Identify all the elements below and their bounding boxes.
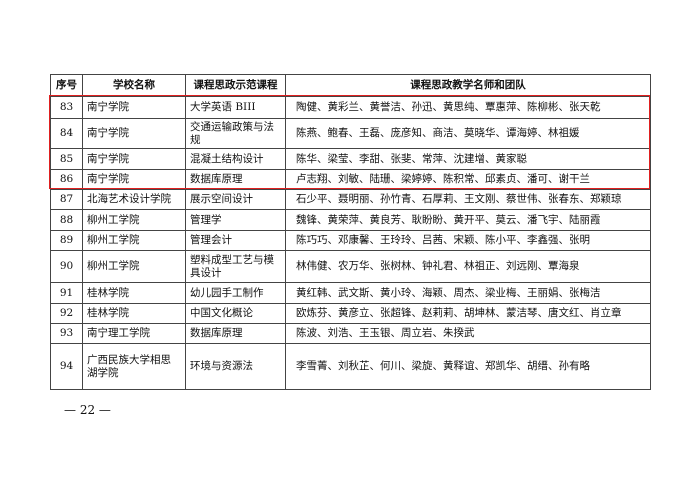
team-members: 陈波、刘浩、王玉银、周立岩、朱揆武 <box>285 323 651 344</box>
row-number: 86 <box>50 169 83 190</box>
team-members: 林伟健、农万华、张树林、钟礼君、林祖正、刘远刚、覃海泉 <box>285 250 651 283</box>
row-number: 92 <box>50 303 83 324</box>
table-row: 94 广西民族大学相思湖学院 环境与资源法 李雪菁、刘秋芷、何川、梁旋、黄释谊、郑凯华… <box>50 343 651 390</box>
row-number: 87 <box>50 189 83 210</box>
school-name: 柳州工学院 <box>82 250 186 283</box>
header-cell: 学校名称 <box>82 74 186 97</box>
row-number: 88 <box>50 209 83 231</box>
table-row: 85 南宁学院 混凝土结构设计 陈华、梁莹、李甜、张斐、常萍、沈建增、黄家聪 <box>50 148 651 170</box>
table-row: 83 南宁学院 大学英语 BIII 陶健、黄彩兰、黄誉洁、孙迅、黄思纯、覃惠萍、陈柳彬… <box>50 96 651 119</box>
team-members: 陶健、黄彩兰、黄誉洁、孙迅、黄思纯、覃惠萍、陈柳彬、张天乾 <box>285 96 651 119</box>
school-name: 南宁学院 <box>82 169 186 190</box>
table-body: 83 南宁学院 大学英语 BIII 陶健、黄彩兰、黄誉洁、孙迅、黄思纯、覃惠萍、陈柳彬… <box>50 96 651 390</box>
row-number: 84 <box>50 118 83 149</box>
table-row: 90 柳州工学院 塑料成型工艺与模具设计 林伟健、农万华、张树林、钟礼君、林祖正、刘远… <box>50 250 651 283</box>
team-members: 陈巧巧、邓康馨、王玲玲、吕茜、宋颖、陈小平、李鑫强、张明 <box>285 230 651 251</box>
row-number: 90 <box>50 250 83 283</box>
row-number: 85 <box>50 148 83 170</box>
course-name: 管理会计 <box>185 230 286 251</box>
table-row: 84 南宁学院 交通运输政策与法规 陈燕、鲍春、王磊、庞彦知、商洁、莫晓华、谭海婷、林… <box>50 118 651 149</box>
course-name: 数据库原理 <box>185 323 286 344</box>
course-table: 序号 学校名称 课程思政示范课程 课程思政教学名师和团队 83 南宁学院 大学英语 BII… <box>50 74 651 390</box>
course-name: 大学英语 BIII <box>185 96 286 119</box>
team-members: 陈燕、鲍春、王磊、庞彦知、商洁、莫晓华、谭海婷、林祖媛 <box>285 118 651 149</box>
course-name: 交通运输政策与法规 <box>185 118 286 149</box>
table-row: 87 北海艺术设计学院 展示空间设计 石少平、聂明丽、孙竹青、石厚莉、王文刚、蔡世伟、… <box>50 189 651 210</box>
header-cell: 序号 <box>50 74 83 97</box>
table-row: 91 桂林学院 幼儿园手工制作 黄红韩、武文斯、黄小玲、海颖、周杰、梁业梅、王丽娟、张… <box>50 282 651 304</box>
team-members: 陈华、梁莹、李甜、张斐、常萍、沈建增、黄家聪 <box>285 148 651 170</box>
course-name: 混凝土结构设计 <box>185 148 286 170</box>
team-members: 李雪菁、刘秋芷、何川、梁旋、黄释谊、郑凯华、胡缙、孙有略 <box>285 343 651 390</box>
course-name: 管理学 <box>185 209 286 231</box>
row-number: 91 <box>50 282 83 304</box>
school-name: 南宁理工学院 <box>82 323 186 344</box>
course-name: 数据库原理 <box>185 169 286 190</box>
row-number: 83 <box>50 96 83 119</box>
school-name: 柳州工学院 <box>82 230 186 251</box>
table-row: 93 南宁理工学院 数据库原理 陈波、刘浩、王玉银、周立岩、朱揆武 <box>50 323 651 344</box>
team-members: 欧炼芬、黄彦立、张超锋、赵莉莉、胡坤林、蒙洁琴、唐文红、肖立章 <box>285 303 651 324</box>
school-name: 北海艺术设计学院 <box>82 189 186 210</box>
table-row: 88 柳州工学院 管理学 魏锋、黄荣萍、黄良芳、耿盼盼、黄开平、莫云、潘飞宇、陆丽霞 <box>50 209 651 231</box>
school-name: 南宁学院 <box>82 96 186 119</box>
course-name: 展示空间设计 <box>185 189 286 210</box>
row-number: 93 <box>50 323 83 344</box>
course-name: 塑料成型工艺与模具设计 <box>185 250 286 283</box>
team-members: 黄红韩、武文斯、黄小玲、海颖、周杰、梁业梅、王丽娟、张梅洁 <box>285 282 651 304</box>
row-number: 94 <box>50 343 83 390</box>
row-number: 89 <box>50 230 83 251</box>
team-members: 石少平、聂明丽、孙竹青、石厚莉、王文刚、蔡世伟、张春东、郑颖琼 <box>285 189 651 210</box>
team-members: 卢志翔、刘敏、陆珊、梁婷婷、陈积常、邱素贞、潘可、谢干兰 <box>285 169 651 190</box>
table-row: 92 桂林学院 中国文化概论 欧炼芬、黄彦立、张超锋、赵莉莉、胡坤林、蒙洁琴、唐文红、… <box>50 303 651 324</box>
header-cell: 课程思政教学名师和团队 <box>285 74 651 97</box>
course-name: 中国文化概论 <box>185 303 286 324</box>
table-row: 89 柳州工学院 管理会计 陈巧巧、邓康馨、王玲玲、吕茜、宋颖、陈小平、李鑫强、张明 <box>50 230 651 251</box>
table-row: 86 南宁学院 数据库原理 卢志翔、刘敏、陆珊、梁婷婷、陈积常、邱素贞、潘可、谢干兰 <box>50 169 651 190</box>
school-name: 广西民族大学相思湖学院 <box>82 343 186 390</box>
school-name: 桂林学院 <box>82 303 186 324</box>
school-name: 南宁学院 <box>82 148 186 170</box>
course-name: 幼儿园手工制作 <box>185 282 286 304</box>
school-name: 柳州工学院 <box>82 209 186 231</box>
school-name: 桂林学院 <box>82 282 186 304</box>
team-members: 魏锋、黄荣萍、黄良芳、耿盼盼、黄开平、莫云、潘飞宇、陆丽霞 <box>285 209 651 231</box>
header-cell: 课程思政示范课程 <box>185 74 286 97</box>
header-row: 序号 学校名称 课程思政示范课程 课程思政教学名师和团队 <box>50 74 651 97</box>
school-name: 南宁学院 <box>82 118 186 149</box>
course-name: 环境与资源法 <box>185 343 286 390</box>
page-number: — 22 — <box>64 403 111 417</box>
